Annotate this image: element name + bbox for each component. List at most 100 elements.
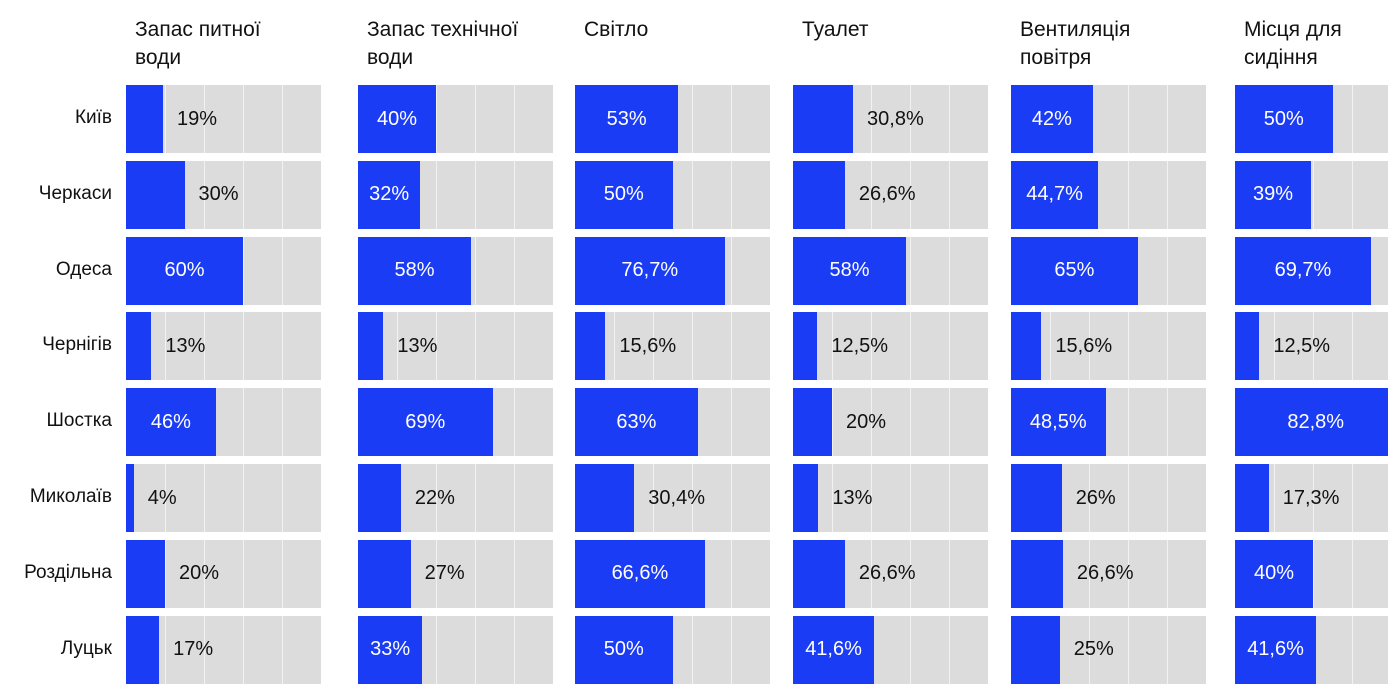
category-label: Київ xyxy=(74,107,112,128)
gridline xyxy=(436,539,437,608)
bar-track: 58% xyxy=(358,236,553,305)
bar-track: 82,8% xyxy=(1235,388,1388,457)
gridline xyxy=(204,312,205,381)
gridline xyxy=(514,615,515,684)
bar xyxy=(575,539,705,608)
bar xyxy=(126,388,216,457)
gridline xyxy=(475,312,476,381)
series-title: Запас технічної води xyxy=(367,18,519,69)
bar-track: 53% xyxy=(575,85,770,153)
gridline xyxy=(282,160,283,229)
bar-track: 26,6% xyxy=(1011,539,1206,608)
gridline xyxy=(910,160,911,229)
data-label: 66,6% xyxy=(611,562,669,585)
bar xyxy=(575,464,635,532)
data-label: 4% xyxy=(147,486,177,509)
gridline xyxy=(1274,312,1275,381)
bar-track: 30,4% xyxy=(575,464,770,532)
bar xyxy=(1235,388,1388,457)
bar xyxy=(1011,236,1138,305)
gridline xyxy=(1167,388,1168,457)
bar xyxy=(358,539,411,608)
bar xyxy=(126,236,243,305)
data-label: 26,6% xyxy=(858,562,916,585)
gridline xyxy=(475,85,476,153)
series-title: Вентиляція повітря xyxy=(1020,18,1131,69)
gridline xyxy=(1313,539,1314,608)
bar-track: 13% xyxy=(358,312,553,381)
gridline xyxy=(1352,464,1353,532)
data-label: 63% xyxy=(616,410,657,433)
gridline xyxy=(653,312,654,381)
gridline xyxy=(282,464,283,532)
gridline xyxy=(653,464,654,532)
gridline xyxy=(514,160,515,229)
bar xyxy=(1011,160,1099,229)
bar xyxy=(126,539,165,608)
bar xyxy=(575,236,725,305)
bar xyxy=(126,312,152,381)
bar-track: 17% xyxy=(126,615,321,684)
gridline xyxy=(871,312,872,381)
gridline xyxy=(1128,464,1129,532)
gridline xyxy=(692,615,693,684)
gridline xyxy=(165,464,166,532)
gridline xyxy=(282,312,283,381)
bar-track: 17,3% xyxy=(1235,464,1388,532)
bar-track: 22% xyxy=(358,464,553,532)
gridline xyxy=(731,615,732,684)
gridline xyxy=(1167,615,1168,684)
gridline xyxy=(614,312,615,381)
data-label: 13% xyxy=(832,486,873,509)
bar-track: 26,6% xyxy=(793,539,988,608)
gridline xyxy=(1128,615,1129,684)
bar xyxy=(126,160,185,229)
gridline xyxy=(1167,464,1168,532)
bar xyxy=(575,388,698,457)
data-label: 58% xyxy=(394,259,435,282)
gridline xyxy=(165,539,166,608)
gridline xyxy=(949,312,950,381)
gridline xyxy=(832,312,833,381)
data-label: 40% xyxy=(376,107,418,130)
data-label: 44,7% xyxy=(1026,183,1083,206)
bar xyxy=(793,539,845,608)
gridline xyxy=(1352,160,1353,229)
bar-track: 32% xyxy=(358,160,553,229)
gridline xyxy=(514,539,515,608)
gridline xyxy=(243,615,244,684)
data-label: 60% xyxy=(164,259,205,282)
data-label: 39% xyxy=(1253,183,1294,206)
gridline xyxy=(949,236,950,305)
gridline xyxy=(910,539,911,608)
gridline xyxy=(949,160,950,229)
gridline xyxy=(731,464,732,532)
data-label: 42% xyxy=(1031,107,1072,130)
gridline xyxy=(243,388,244,457)
bar-track: 60% xyxy=(126,236,321,305)
data-label: 20% xyxy=(179,562,220,585)
category-label: Миколаїв xyxy=(29,486,112,507)
gridline xyxy=(436,464,437,532)
bar xyxy=(1235,539,1313,608)
gridline xyxy=(1050,312,1051,381)
gridline xyxy=(832,388,833,457)
bar-track: 76,7% xyxy=(575,236,770,305)
data-label: 30% xyxy=(198,183,239,206)
data-label: 69% xyxy=(405,410,446,433)
data-label: 22% xyxy=(414,486,455,509)
data-label: 48,5% xyxy=(1029,410,1087,433)
gridline xyxy=(1352,615,1353,684)
data-label: 58% xyxy=(829,259,870,282)
bar xyxy=(1235,464,1269,532)
gridline xyxy=(165,615,166,684)
bar-track: 27% xyxy=(358,539,553,608)
bar-track: 69% xyxy=(358,388,553,457)
bar-track: 40% xyxy=(358,85,553,153)
data-label: 17% xyxy=(173,638,214,661)
gridline xyxy=(475,160,476,229)
gridline xyxy=(1128,160,1129,229)
data-label: 30,8% xyxy=(867,107,924,130)
gridline xyxy=(514,464,515,532)
